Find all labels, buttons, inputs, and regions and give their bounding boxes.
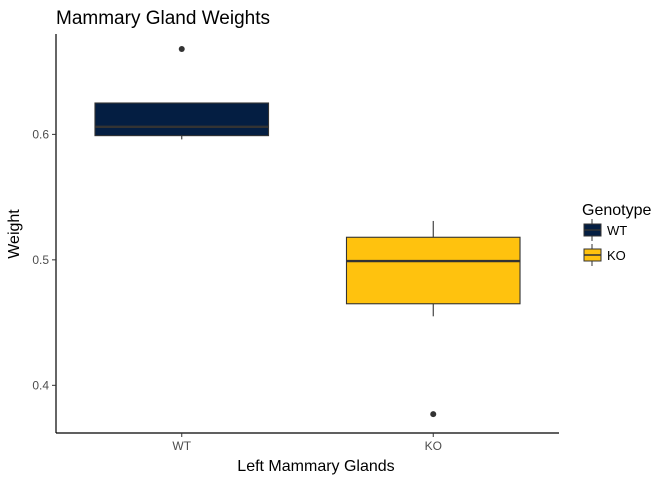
legend-items: WT KO	[583, 219, 627, 266]
box-iqr	[345, 236, 521, 305]
chart-title: Mammary Gland Weights	[56, 8, 270, 29]
legend-label: KO	[607, 248, 626, 263]
boxes	[94, 46, 521, 418]
legend-item-wt: WT	[583, 219, 627, 241]
outlier-point	[430, 411, 437, 418]
y-tick-label: 0.5	[32, 253, 49, 267]
plot-area: 0.4 0.5 0.6 WT KO	[32, 34, 559, 453]
x-axis-ticks: WT KO	[172, 433, 442, 453]
y-axis-title: Weight	[6, 209, 23, 259]
legend: Genotype WT KO	[582, 202, 651, 266]
box-wt	[94, 46, 270, 140]
y-tick-label: 0.6	[32, 127, 49, 141]
outlier-point	[178, 46, 185, 53]
legend-item-ko: KO	[583, 244, 626, 266]
box-ko	[345, 220, 521, 418]
x-axis-title: Left Mammary Glands	[237, 458, 394, 475]
legend-title: Genotype	[582, 202, 651, 219]
x-tick-label: WT	[172, 439, 191, 453]
y-axis-ticks: 0.4 0.5 0.6	[32, 127, 56, 392]
box-iqr	[94, 102, 270, 137]
x-tick-label: KO	[425, 439, 442, 453]
y-tick-label: 0.4	[32, 378, 49, 392]
legend-label: WT	[607, 223, 627, 238]
